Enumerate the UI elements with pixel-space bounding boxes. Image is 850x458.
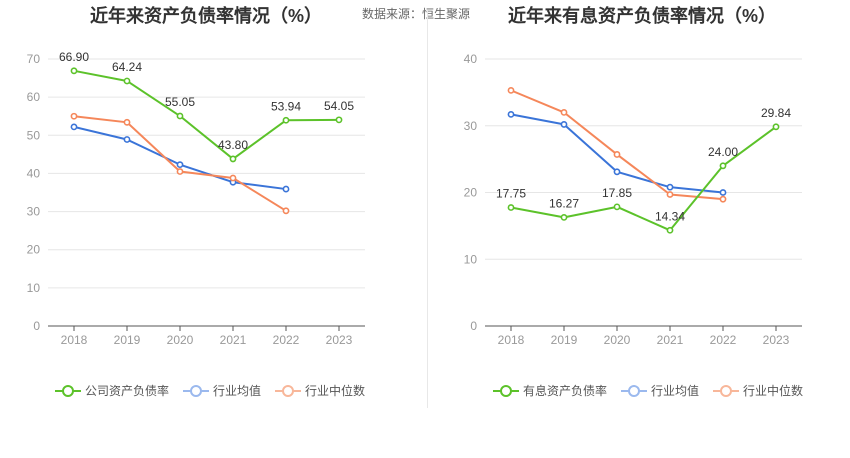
data-point-company (70, 67, 78, 75)
data-point-median (176, 168, 184, 175)
y-tick-label: 40 (27, 166, 41, 180)
legend-item-industry-average[interactable]: 行业均值 (183, 382, 261, 399)
legend-line-circle-icon (713, 384, 740, 398)
data-point-median (560, 109, 568, 116)
y-tick-label: 60 (27, 90, 41, 104)
y-tick-label: 0 (470, 319, 477, 333)
data-label: 54.05 (324, 99, 354, 113)
legend-line-circle-icon (55, 384, 81, 398)
data-point-company (613, 203, 621, 211)
data-point-company (123, 77, 131, 85)
x-tick-label: 2020 (167, 333, 194, 347)
series-line-company (510, 126, 777, 232)
legend-line-circle-icon (275, 384, 302, 398)
series-line-avg (73, 125, 287, 191)
data-point-avg (666, 183, 674, 191)
legend-label: 行业中位数 (305, 384, 366, 398)
chart-divider (427, 10, 428, 408)
data-point-median (666, 191, 674, 198)
data-point-median (613, 151, 621, 158)
left-chart-title: 近年来资产负债率情况（%） (90, 6, 323, 26)
data-point-avg (560, 121, 568, 128)
data-point-company (282, 116, 290, 124)
data-point-company (772, 123, 780, 131)
data-label: 66.90 (59, 50, 89, 64)
legend-item-industry-median[interactable]: 行业中位数 (275, 382, 365, 399)
right-chart-title: 近年来有息资产负债率情况（%） (508, 6, 777, 26)
x-tick-label: 2022 (273, 333, 300, 347)
series-line-median (510, 89, 724, 201)
data-label: 53.94 (271, 99, 301, 113)
data-label: 14.34 (655, 209, 685, 223)
data-label: 24.00 (708, 145, 738, 159)
data-point-avg (613, 168, 621, 176)
y-tick-label: 40 (464, 52, 478, 66)
legend-label: 行业均值 (213, 384, 262, 398)
data-label: 64.24 (112, 60, 142, 74)
x-tick-label: 2018 (61, 333, 88, 347)
x-tick-label: 2018 (498, 333, 525, 347)
y-tick-label: 20 (464, 186, 478, 200)
x-tick-label: 2023 (763, 333, 790, 347)
x-tick-label: 2021 (657, 333, 684, 347)
y-tick-label: 70 (27, 52, 41, 66)
right-legend: 有息资产负债率 行业均值 行业中位数 (493, 382, 817, 399)
legend-label: 有息资产负债率 (523, 384, 608, 398)
x-tick-label: 2019 (551, 333, 578, 347)
legend-item-company[interactable]: 有息资产负债率 (493, 382, 607, 399)
data-point-avg (123, 136, 131, 143)
data-label: 55.05 (165, 95, 195, 109)
data-point-company (507, 204, 515, 211)
data-label: 29.84 (761, 106, 791, 120)
data-point-company (176, 112, 184, 120)
data-point-median (70, 112, 78, 120)
legend-label: 行业均值 (651, 384, 700, 398)
legend-label: 行业中位数 (743, 384, 804, 398)
legend-line-circle-icon (183, 384, 210, 398)
y-tick-label: 0 (33, 319, 40, 333)
left-legend: 公司资产负债率 行业均值 行业中位数 (55, 382, 379, 399)
legend-item-industry-median[interactable]: 行业中位数 (713, 382, 803, 399)
y-tick-label: 20 (27, 243, 41, 257)
y-tick-label: 10 (464, 252, 478, 266)
x-tick-label: 2022 (710, 333, 737, 347)
data-point-median (507, 86, 515, 94)
data-point-company (560, 213, 568, 221)
data-point-company (229, 155, 237, 163)
x-tick-label: 2021 (220, 333, 247, 347)
data-point-company (719, 162, 727, 170)
y-tick-label: 30 (464, 119, 478, 133)
y-tick-label: 10 (27, 281, 41, 295)
data-point-avg (282, 185, 290, 193)
data-point-avg (70, 123, 78, 131)
x-tick-label: 2023 (326, 333, 353, 347)
data-point-avg (176, 161, 184, 169)
data-label: 43.80 (218, 138, 248, 152)
legend-line-circle-icon (621, 384, 648, 398)
data-point-company (335, 116, 343, 124)
data-point-median (229, 174, 237, 182)
y-tick-label: 50 (27, 128, 41, 142)
data-label: 16.27 (549, 196, 579, 210)
y-tick-label: 30 (27, 205, 41, 219)
data-point-avg (719, 189, 727, 196)
x-tick-label: 2019 (114, 333, 141, 347)
data-point-median (282, 207, 290, 215)
data-label: 17.75 (496, 187, 526, 201)
x-tick-label: 2020 (604, 333, 631, 347)
data-point-median (123, 118, 131, 126)
data-source-label: 数据来源：恒生聚源 (362, 7, 471, 21)
series-line-company (73, 69, 340, 160)
legend-label: 公司资产负债率 (85, 384, 170, 398)
legend-item-company[interactable]: 公司资产负债率 (55, 382, 169, 399)
legend-line-circle-icon (493, 384, 519, 398)
data-point-median (719, 195, 727, 203)
data-point-avg (507, 111, 515, 118)
data-point-company (666, 226, 674, 234)
legend-item-industry-average[interactable]: 行业均值 (621, 382, 699, 399)
data-label: 17.85 (602, 186, 632, 200)
